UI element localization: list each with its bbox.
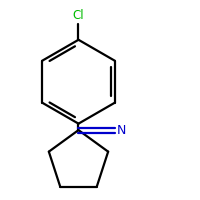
Text: Cl: Cl <box>73 9 84 22</box>
Text: N: N <box>117 124 127 137</box>
